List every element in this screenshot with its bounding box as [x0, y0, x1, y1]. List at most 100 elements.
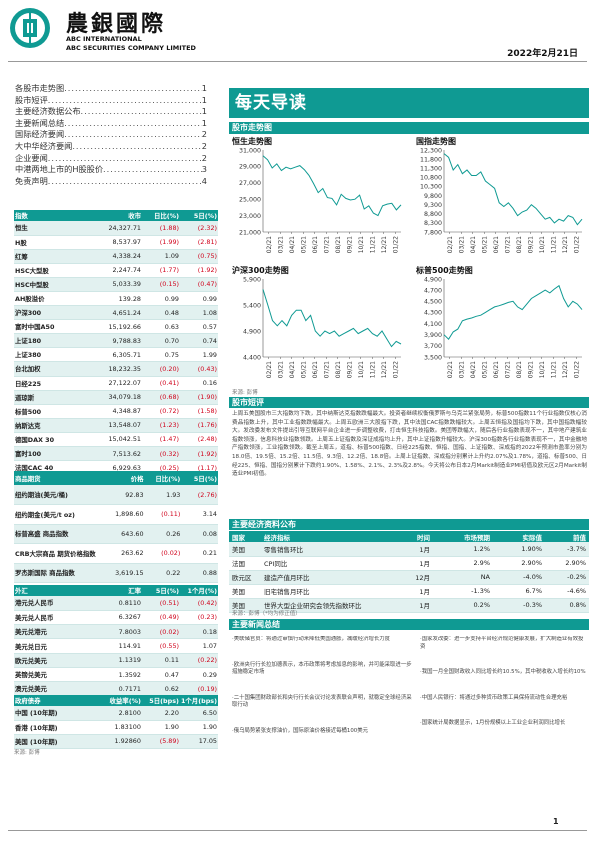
x-tick-label: 12/21 — [381, 361, 388, 378]
news-column-right: ·国家发改委：进一步支持平台经济规范健康发展，扩大制造业有效投资 ·我国一月全国财… — [420, 636, 588, 811]
table-cell: (0.22) — [180, 653, 218, 668]
table-cell: 罗杰斯国际 商品指数 — [14, 563, 97, 583]
table-cell: 0.57 — [180, 319, 218, 335]
toc-item-title: 中港两地上市的H股股价 — [15, 164, 104, 175]
table-cell: 美元兑港元 — [14, 624, 92, 640]
news-section-header: 主要新闻总结 — [229, 619, 589, 630]
table-cell: 1.07 — [180, 638, 218, 654]
table-cell: 0.8110 — [92, 596, 142, 611]
table-cell: (1.77) — [142, 263, 180, 278]
column-header: 1个月(%) — [180, 585, 218, 596]
table-cell: (0.32) — [142, 446, 180, 462]
x-tick-label: 12/21 — [562, 236, 569, 253]
column-header: 5日(bps) — [141, 695, 180, 706]
toc-item[interactable]: 主要新闻总结..................................… — [15, 118, 207, 130]
news-item[interactable]: ·国家统计局数据显示，1月份规模以上工业企业利润同比增长 — [420, 720, 566, 726]
table-cell: 美元兑日元 — [14, 638, 92, 654]
table-cell: 中国 (10年期) — [14, 706, 92, 721]
table-cell: 2.20 — [141, 706, 180, 721]
table-cell: (0.47) — [180, 277, 218, 292]
table-of-contents: 各股市走势图..................................… — [15, 83, 207, 187]
table-cell: 3,619.15 — [96, 563, 145, 583]
table-cell: 零售销售环比 — [261, 542, 389, 557]
x-tick-label: 12/21 — [381, 236, 388, 253]
x-tick-label: 01/22 — [392, 361, 399, 378]
table-row: 沪深300 4,651.24 0.48 1.08 — [14, 305, 218, 321]
table-row: AH股溢价 139.28 0.99 0.99 — [14, 291, 218, 307]
chart-title-hsi: 恒生走势图 — [232, 137, 272, 146]
news-item[interactable]: ·欧洲央行行长拉加德表示，本币政策将考虑加息的影响，并可能采取进一步措施稳定市场 — [232, 661, 412, 676]
column-header: 外汇 — [14, 585, 92, 596]
y-tick-label: 4,300 — [424, 310, 442, 317]
table-cell: (0.19) — [180, 681, 218, 697]
table-cell: 0.08 — [181, 524, 218, 544]
x-tick-label: 01/22 — [573, 361, 580, 378]
table-row: 道琼斯 34,079.18 (0.68) (1.90) — [14, 390, 218, 405]
news-item[interactable]: ·二十国集团财政部长和央行行长会议讨论发表联合声明，就稳定全球经济采取行动 — [232, 694, 412, 709]
table-cell: 1月 — [389, 542, 433, 557]
table-cell: H股 — [14, 235, 92, 250]
table-header-row: 政府债券 收益率(%) 5日(bps) 1个月(bps) — [14, 695, 218, 706]
news-item[interactable]: ·国家发改委：进一步支持平台经济规范健康发展，扩大制造业有效投资 — [420, 636, 584, 650]
table-cell: 1月 — [389, 584, 433, 599]
x-tick-label: 09/21 — [527, 361, 534, 378]
table-cell: 9,788.83 — [92, 333, 142, 349]
toc-item[interactable]: 企业要闻....................................… — [15, 153, 207, 165]
fx-table: 外汇 汇率 5日(%) 1个月(%) 港元兑人民币 0.8110 (0.51) (0.42) 美… — [14, 585, 218, 697]
table-row: 英镑兑美元 1.3592 0.47 0.29 — [14, 667, 218, 683]
x-tick-label: 07/21 — [323, 236, 330, 253]
toc-item[interactable]: 股市短评....................................… — [15, 95, 207, 107]
series-line — [262, 289, 402, 348]
toc-item-page: 1 — [201, 94, 207, 105]
table-cell: -3.7% — [545, 542, 589, 557]
table-cell: (0.43) — [180, 361, 218, 377]
series-line — [443, 153, 583, 226]
table-row: 纽约期金(美元/t oz) 1,898.60 (0.11) 3.14 — [14, 504, 218, 525]
table-cell: 美国 — [229, 584, 261, 599]
y-tick-label: 4,400 — [243, 354, 261, 361]
column-header: 汇率 — [92, 585, 142, 596]
y-tick-label: 3,700 — [424, 343, 442, 350]
news-item[interactable]: ·俄乌局势紧张支撑油价，国际原油价格接近每桶100美元 — [232, 727, 368, 734]
table-cell: 法国 — [229, 556, 261, 571]
table-cell: 上证180 — [14, 333, 92, 349]
toc-leader: ........................................… — [47, 175, 202, 186]
table-cell: CRB大宗商品 期货价格指数 — [14, 543, 97, 564]
table-row: 美国 世界大型企业研究会领先指数环比 1月 0.2% -0.3% 0.8% — [229, 598, 589, 613]
series-line — [262, 155, 402, 217]
column-header: 5日(%) — [180, 210, 218, 221]
news-item[interactable]: ·美联储官员：将通过审慎行动来降低美国通胀，减缓经济增长力度 — [232, 636, 391, 642]
toc-item[interactable]: 大中华经济要闻.................................… — [15, 141, 207, 153]
toc-item[interactable]: 中港两地上市的H股股价.............................… — [15, 164, 207, 176]
toc-item[interactable]: 各股市走势图..................................… — [15, 83, 207, 95]
table-cell: NA — [433, 570, 493, 585]
table-cell: 红筹 — [14, 249, 92, 264]
table-cell: 2,247.74 — [92, 263, 142, 278]
table-cell: (0.41) — [142, 376, 180, 391]
table-cell: 纳斯达克 — [14, 418, 92, 433]
column-header: 实际值 — [493, 531, 545, 542]
toc-item-page: 3 — [201, 164, 207, 175]
toc-item[interactable]: 免责声明....................................… — [15, 176, 207, 188]
x-tick-label: 02/21 — [266, 361, 273, 378]
news-item[interactable]: ·中国人民银行：将通过多种货币政策工具保持流动性合理充裕 — [420, 694, 568, 701]
header-divider — [8, 61, 587, 62]
table-cell: 0.7171 — [92, 681, 142, 697]
toc-item-title: 国际经济要闻 — [15, 129, 65, 140]
toc-item-page: 2 — [201, 152, 207, 163]
table-cell: 7.8003 — [92, 624, 142, 640]
y-tick-label: 7,800 — [424, 229, 442, 236]
news-item[interactable]: ·我国一月全国财政收入同比增长约10.5%，其中税收收入增长约10% — [420, 669, 586, 675]
y-tick-label: 23,000 — [239, 213, 261, 220]
toc-item[interactable]: 主要经济数据公布................................… — [15, 106, 207, 118]
y-tick-label: 5,900 — [243, 276, 261, 283]
table-row: 澳元兑美元 0.7171 0.62 (0.19) — [14, 681, 218, 697]
table-cell: (2.81) — [180, 235, 218, 250]
table-cell: (0.51) — [142, 596, 180, 611]
table-cell: 1月 — [389, 556, 433, 571]
toc-item[interactable]: 国际经济要闻..................................… — [15, 129, 207, 141]
table-row: 恒生 24,327.71 (1.88) (2.32) — [14, 221, 218, 236]
column-header: 收市 — [92, 210, 142, 221]
x-tick-label: 08/21 — [335, 361, 342, 378]
table-row: 标普高盛 商品指数 643.60 0.26 0.08 — [14, 524, 218, 544]
